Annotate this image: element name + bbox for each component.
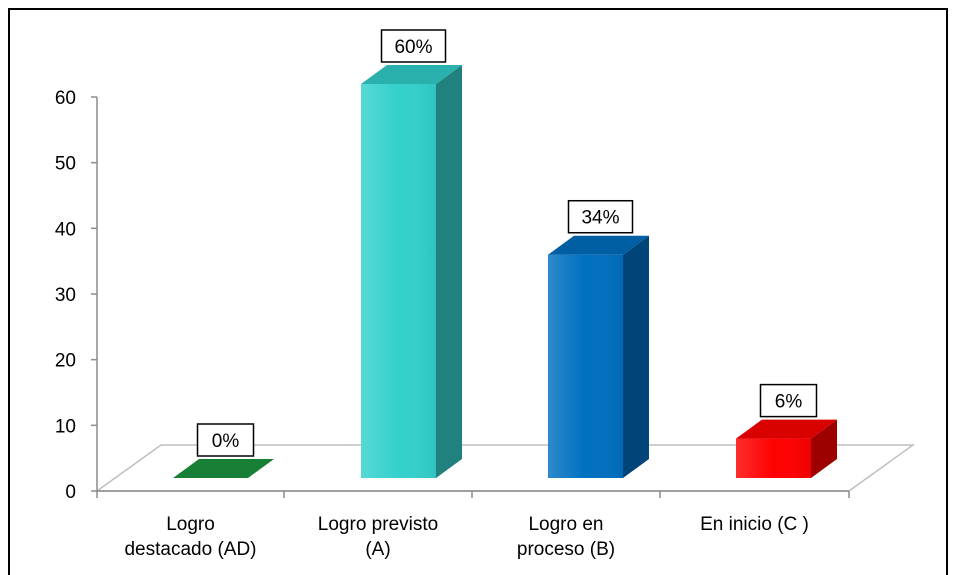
bar xyxy=(548,235,649,478)
y-tick-label: 20 xyxy=(55,351,76,372)
x-category-label-line: (A) xyxy=(365,539,390,560)
y-tick-label: 50 xyxy=(55,154,76,175)
bar-side xyxy=(623,235,649,478)
bar-front-shade xyxy=(361,84,436,478)
data-label-box xyxy=(196,423,255,457)
x-category-label-line: destacado (AD) xyxy=(124,539,256,560)
chart-floor xyxy=(94,444,916,498)
y-axis: 0 10 20 30 40 50 60 xyxy=(55,88,98,503)
bar-front-shade xyxy=(736,438,811,478)
x-category-label-line: En inicio (C ) xyxy=(700,514,809,535)
bar-side xyxy=(811,419,837,478)
data-label: 6% xyxy=(759,383,818,418)
x-category-label-line: Logro en xyxy=(528,514,603,535)
data-label-text: 0% xyxy=(212,431,240,452)
x-category-label-line: Logro xyxy=(166,514,215,535)
x-category-label: En inicio (C ) xyxy=(700,514,809,535)
data-label-box xyxy=(759,383,818,418)
data-labels: 0% 60% 34% 6% xyxy=(196,29,818,457)
bar-front-shade xyxy=(548,254,623,478)
y-tick-label: 60 xyxy=(55,88,76,109)
data-label-text: 6% xyxy=(775,392,803,413)
x-category-label: Logro destacado (AD) xyxy=(124,514,256,560)
bar-top xyxy=(173,459,274,478)
bar xyxy=(361,65,462,478)
x-category-label: Logro previsto (A) xyxy=(318,514,438,560)
y-tick-label: 10 xyxy=(55,416,76,437)
y-tick-label: 40 xyxy=(55,219,76,240)
x-category-label: Logro en proceso (B) xyxy=(517,514,615,560)
data-label: 60% xyxy=(380,29,447,63)
bar xyxy=(173,459,274,478)
data-label: 0% xyxy=(196,423,255,457)
data-label-text: 34% xyxy=(581,208,619,229)
data-label-box xyxy=(380,29,447,63)
bar xyxy=(736,419,837,478)
data-label: 34% xyxy=(567,199,634,234)
bar-top xyxy=(548,235,649,255)
bar-top xyxy=(736,419,837,439)
data-label-text: 60% xyxy=(394,37,432,58)
bar-side xyxy=(436,65,462,478)
x-axis-labels: Logro destacado (AD)Logro previsto (A)Logr… xyxy=(124,514,808,560)
bar-top xyxy=(361,65,462,84)
x-category-label-line: proceso (B) xyxy=(517,539,615,560)
y-tick-label: 30 xyxy=(55,285,76,306)
data-label-box xyxy=(567,199,634,234)
y-tick-label: 0 xyxy=(65,482,76,503)
x-category-label-line: Logro previsto xyxy=(318,514,438,535)
bars xyxy=(173,65,837,478)
